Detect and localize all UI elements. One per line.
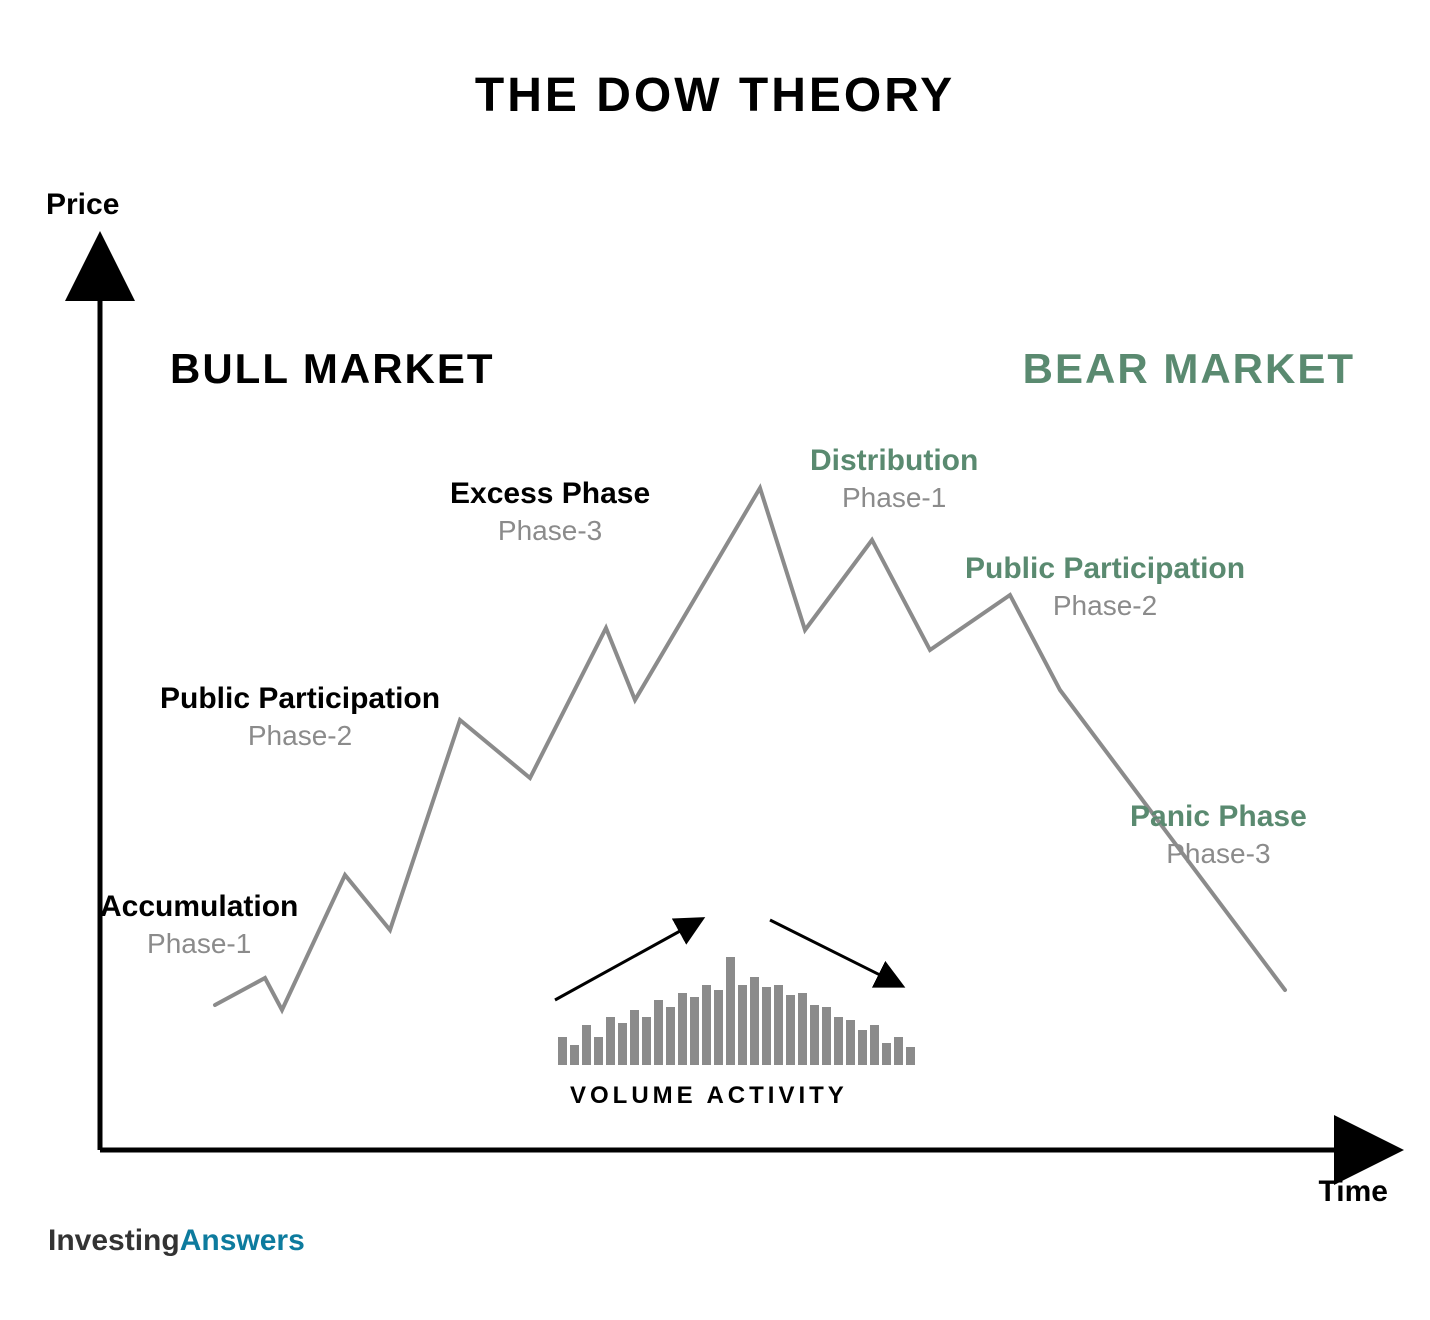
phase-title: Distribution [810, 442, 978, 480]
branding-logo: InvestingAnswers [48, 1224, 305, 1258]
phase-subtitle: Phase-2 [965, 588, 1245, 623]
branding-part-1: Investing [48, 1224, 180, 1257]
phase-subtitle: Phase-2 [160, 718, 440, 753]
phase-title: Accumulation [100, 888, 298, 926]
diagram-container: THE DOW THEORY Price Time BULL MARKET BE… [0, 0, 1430, 1320]
volume-activity [555, 920, 915, 1065]
phase-label: Excess PhasePhase-3 [450, 475, 650, 548]
phase-title: Public Participation [160, 680, 440, 718]
phase-title: Excess Phase [450, 475, 650, 513]
phase-subtitle: Phase-1 [810, 480, 978, 515]
phase-label: DistributionPhase-1 [810, 442, 978, 515]
volume-activity-label: VOLUME ACTIVITY [570, 1082, 848, 1110]
chart-svg [0, 0, 1430, 1320]
phase-subtitle: Phase-1 [100, 926, 298, 961]
phase-label: Public ParticipationPhase-2 [965, 550, 1245, 623]
branding-part-2: Answers [180, 1224, 305, 1257]
phase-title: Public Participation [965, 550, 1245, 588]
phase-label: Public ParticipationPhase-2 [160, 680, 440, 753]
phase-label: Panic PhasePhase-3 [1130, 798, 1307, 871]
phase-label: AccumulationPhase-1 [100, 888, 298, 961]
phase-subtitle: Phase-3 [450, 513, 650, 548]
phase-subtitle: Phase-3 [1130, 836, 1307, 871]
phase-title: Panic Phase [1130, 798, 1307, 836]
